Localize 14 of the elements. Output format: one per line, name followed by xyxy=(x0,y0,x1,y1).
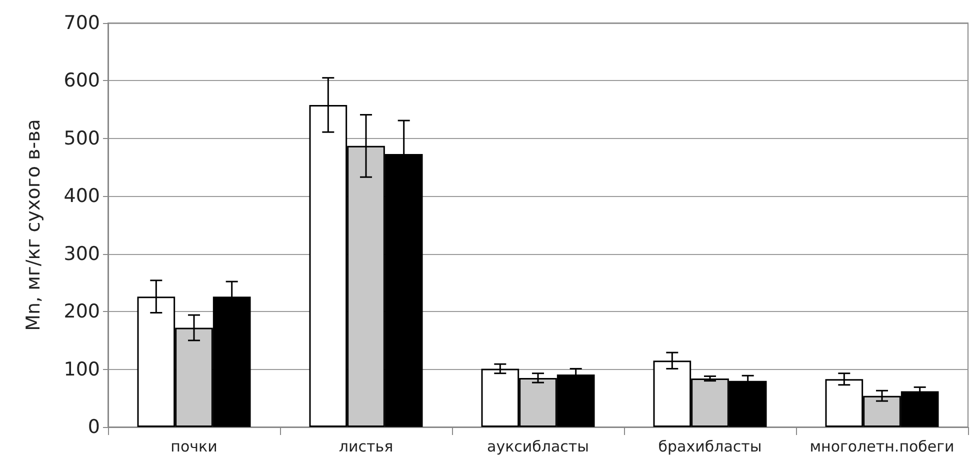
y-tick-label: 700 xyxy=(64,12,100,34)
x-tick-label: многолетн.побеги xyxy=(810,438,954,456)
y-tick-label: 0 xyxy=(88,416,100,438)
y-axis-title: Mn, мг/кг сухого в-ва xyxy=(22,119,44,331)
y-tick-label: 600 xyxy=(64,70,100,92)
y-tick-label: 400 xyxy=(64,185,100,208)
x-tick-label: листья xyxy=(338,438,394,456)
y-tick-label: 100 xyxy=(64,358,100,380)
x-tick-label: почки xyxy=(170,438,218,456)
y-tick-label: 200 xyxy=(64,300,100,323)
x-tick-label: брахибласты xyxy=(658,438,762,456)
x-tick-label: ауксибласты xyxy=(487,438,589,456)
y-tick-label: 500 xyxy=(64,127,100,150)
y-tick-label: 300 xyxy=(64,242,100,265)
